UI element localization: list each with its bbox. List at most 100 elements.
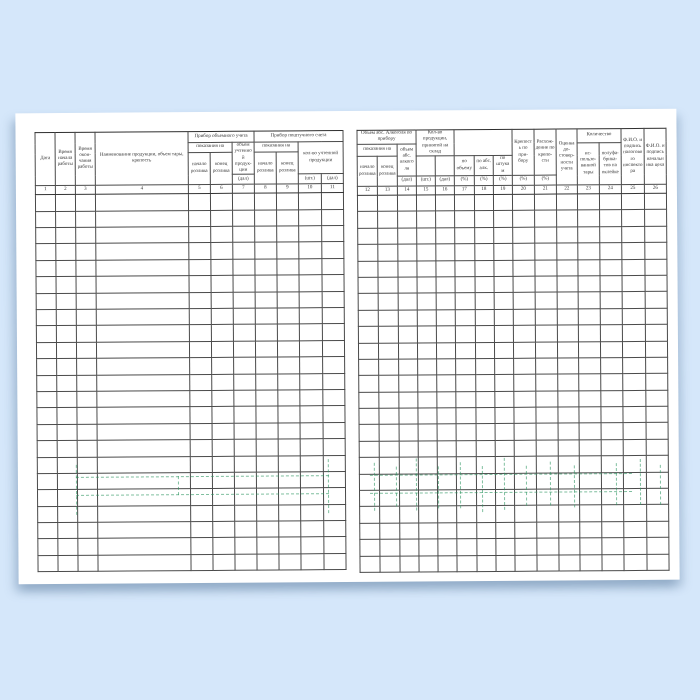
- col-header-semi-products: полуфа- брика- тов на оклейке: [599, 142, 622, 185]
- empty-cell: [417, 407, 438, 425]
- empty-cell: [299, 307, 323, 325]
- empty-cell: [56, 358, 77, 376]
- right-page-table: Объем абс. Алкоголя по прибору Кол-во пр…: [356, 128, 670, 573]
- empty-cell: [646, 455, 669, 473]
- empty-cell: [300, 455, 324, 472]
- empty-cell: [37, 424, 58, 441]
- empty-cell: [601, 554, 625, 571]
- empty-cell: [622, 406, 647, 424]
- col-header-chief: Ф.И.О. и подпись начальника цеха: [644, 128, 667, 185]
- empty-cell: [300, 537, 324, 554]
- empty-cell: [37, 473, 58, 490]
- empty-cell: [514, 505, 537, 523]
- empty-cell: [456, 522, 477, 539]
- empty-cell: [536, 538, 559, 555]
- empty-cell: [436, 276, 456, 294]
- empty-cell: [437, 522, 457, 540]
- empty-cell: [495, 440, 515, 457]
- empty-cell: [455, 309, 476, 326]
- empty-cell: [57, 555, 79, 572]
- empty-cell: [234, 455, 257, 473]
- empty-cell: [234, 504, 257, 522]
- empty-cell: [398, 391, 418, 409]
- empty-cell: [75, 210, 96, 228]
- empty-cell: [456, 424, 477, 441]
- empty-cell: [256, 521, 279, 538]
- empty-cell: [513, 374, 536, 392]
- empty-cell: [211, 324, 234, 342]
- empty-cell: [378, 309, 399, 327]
- col-header-recorded-volume: объем учтенной продук- ции: [232, 142, 255, 175]
- empty-cell: [493, 194, 513, 211]
- empty-cell: [437, 456, 457, 474]
- empty-cell: [455, 358, 476, 376]
- empty-cell: [190, 537, 213, 555]
- empty-cell: [456, 555, 478, 572]
- empty-cell: [190, 472, 213, 489]
- empty-cell: [232, 193, 255, 210]
- subheader-readings: показания на: [357, 143, 398, 157]
- empty-cell: [255, 307, 278, 325]
- empty-cell: [416, 260, 437, 277]
- empty-cell: [622, 308, 646, 325]
- col-header-end-fill: конец розлива: [276, 151, 299, 185]
- empty-cell: [36, 293, 57, 310]
- empty-cell: [645, 389, 668, 407]
- empty-cell: [600, 373, 623, 391]
- empty-cell: [456, 538, 477, 556]
- empty-cell: [622, 324, 646, 342]
- empty-cell: [190, 521, 213, 539]
- empty-cell: [277, 340, 300, 358]
- empty-cell: [557, 357, 579, 375]
- empty-cell: [399, 440, 419, 458]
- empty-cell: [534, 243, 557, 260]
- empty-cell: [495, 554, 516, 572]
- empty-cell: [600, 341, 623, 358]
- empty-cell: [513, 308, 536, 326]
- empty-cell: [476, 555, 497, 572]
- empty-cell: [535, 357, 558, 375]
- empty-cell: [358, 375, 379, 393]
- empty-cell: [359, 490, 380, 507]
- empty-cell: [278, 504, 301, 522]
- empty-cell: [646, 422, 669, 440]
- empty-cell: [494, 391, 514, 408]
- empty-cell: [276, 193, 299, 210]
- empty-cell: [578, 292, 601, 309]
- empty-cell: [188, 242, 211, 260]
- empty-cell: [36, 276, 57, 294]
- empty-cell: [322, 307, 345, 325]
- empty-cell: [212, 537, 235, 555]
- empty-cell: [599, 259, 623, 276]
- unit-pcs: (шт.): [416, 175, 436, 187]
- empty-cell: [577, 210, 600, 227]
- col-header-start-fill: начало розлива: [188, 152, 211, 185]
- empty-cell: [278, 488, 301, 505]
- empty-cell: [579, 505, 602, 522]
- empty-cell: [211, 275, 234, 293]
- empty-cell: [254, 193, 277, 210]
- empty-cell: [475, 309, 495, 326]
- empty-cell: [378, 375, 399, 392]
- empty-cell: [476, 473, 496, 490]
- empty-cell: [494, 341, 514, 359]
- group-header-discrepancy: [454, 129, 513, 156]
- empty-cell: [278, 438, 301, 456]
- empty-cell: [474, 210, 494, 228]
- empty-cell: [578, 374, 601, 391]
- empty-cell: [558, 456, 580, 473]
- empty-cell: [577, 193, 600, 211]
- empty-cell: [321, 209, 344, 226]
- empty-cell: [558, 488, 580, 506]
- empty-cell: [278, 520, 301, 538]
- empty-cell: [234, 439, 257, 456]
- empty-cell: [97, 554, 192, 572]
- empty-cell: [623, 439, 647, 456]
- empty-cell: [601, 455, 624, 473]
- empty-cell: [495, 472, 515, 490]
- empty-cell: [359, 555, 381, 573]
- empty-cell: [437, 473, 457, 490]
- empty-cell: [76, 374, 97, 392]
- empty-cell: [55, 211, 76, 228]
- empty-cell: [399, 522, 419, 540]
